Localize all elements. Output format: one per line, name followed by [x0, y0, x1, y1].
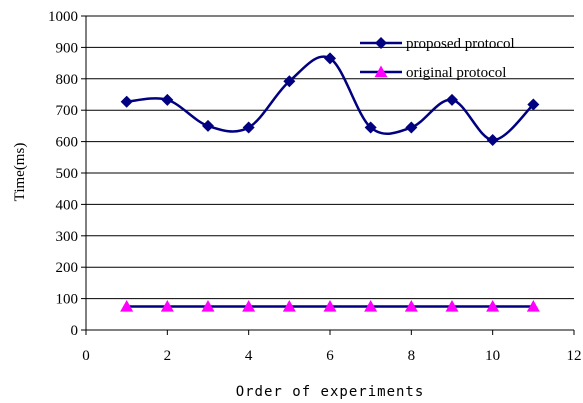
data-point-diamond [202, 119, 214, 132]
legend-label-original: original protocol [406, 65, 506, 81]
data-point-diamond [446, 93, 458, 106]
x-tick-label: 2 [164, 348, 172, 364]
data-point-triangle [364, 299, 378, 312]
y-tick-label: 200 [56, 260, 79, 276]
legend-label-proposed: proposed protocol [406, 36, 515, 52]
data-point-triangle [445, 299, 459, 312]
y-tick-label: 500 [56, 166, 79, 182]
data-point-triangle [201, 299, 215, 312]
data-point-triangle [486, 299, 500, 312]
tick-labels: 0 100 200 300 400 500 600 700 800 900 1000 0 2 4 6 8 10 1… [48, 9, 582, 364]
y-tick-label: 900 [56, 40, 79, 56]
data-point-diamond [405, 121, 418, 134]
data-point-diamond [486, 134, 499, 147]
y-tick-label: 400 [56, 197, 79, 213]
x-axis-title: Order of experiments [236, 384, 425, 400]
x-tick-label: 6 [326, 348, 334, 364]
data-point-diamond [364, 121, 377, 134]
gridlines [86, 15, 574, 300]
series-layer [120, 52, 540, 312]
axes [81, 15, 575, 335]
x-tick-label: 10 [485, 348, 500, 364]
data-point-diamond [283, 75, 296, 88]
data-point-diamond [324, 52, 336, 65]
data-point-diamond [161, 93, 174, 106]
data-point-triangle [282, 299, 296, 312]
y-tick-label: 600 [56, 135, 79, 151]
legend: proposed protocol original protocol [360, 36, 515, 81]
x-tick-label: 8 [408, 348, 416, 364]
data-point-triangle [160, 299, 174, 312]
data-point-triangle [526, 299, 540, 312]
y-tick-label: 300 [56, 229, 79, 245]
legend-marker-triangle [374, 65, 388, 78]
data-point-triangle [323, 299, 337, 312]
y-tick-label: 100 [56, 292, 79, 308]
data-point-diamond [527, 98, 540, 111]
y-tick-label: 800 [56, 72, 79, 88]
y-tick-label: 1000 [48, 9, 78, 25]
y-tick-label: 700 [56, 103, 79, 119]
legend-marker-diamond [375, 37, 387, 49]
data-point-diamond [242, 121, 255, 134]
data-point-diamond [120, 95, 133, 108]
data-point-triangle [404, 299, 418, 312]
x-tick-label: 0 [82, 348, 90, 364]
y-tick-label: 0 [71, 323, 79, 339]
data-point-triangle [242, 299, 256, 312]
y-axis-title: Time(ms) [12, 143, 28, 202]
x-tick-label: 12 [567, 348, 582, 364]
data-point-triangle [120, 299, 134, 312]
x-tick-label: 4 [245, 348, 253, 364]
